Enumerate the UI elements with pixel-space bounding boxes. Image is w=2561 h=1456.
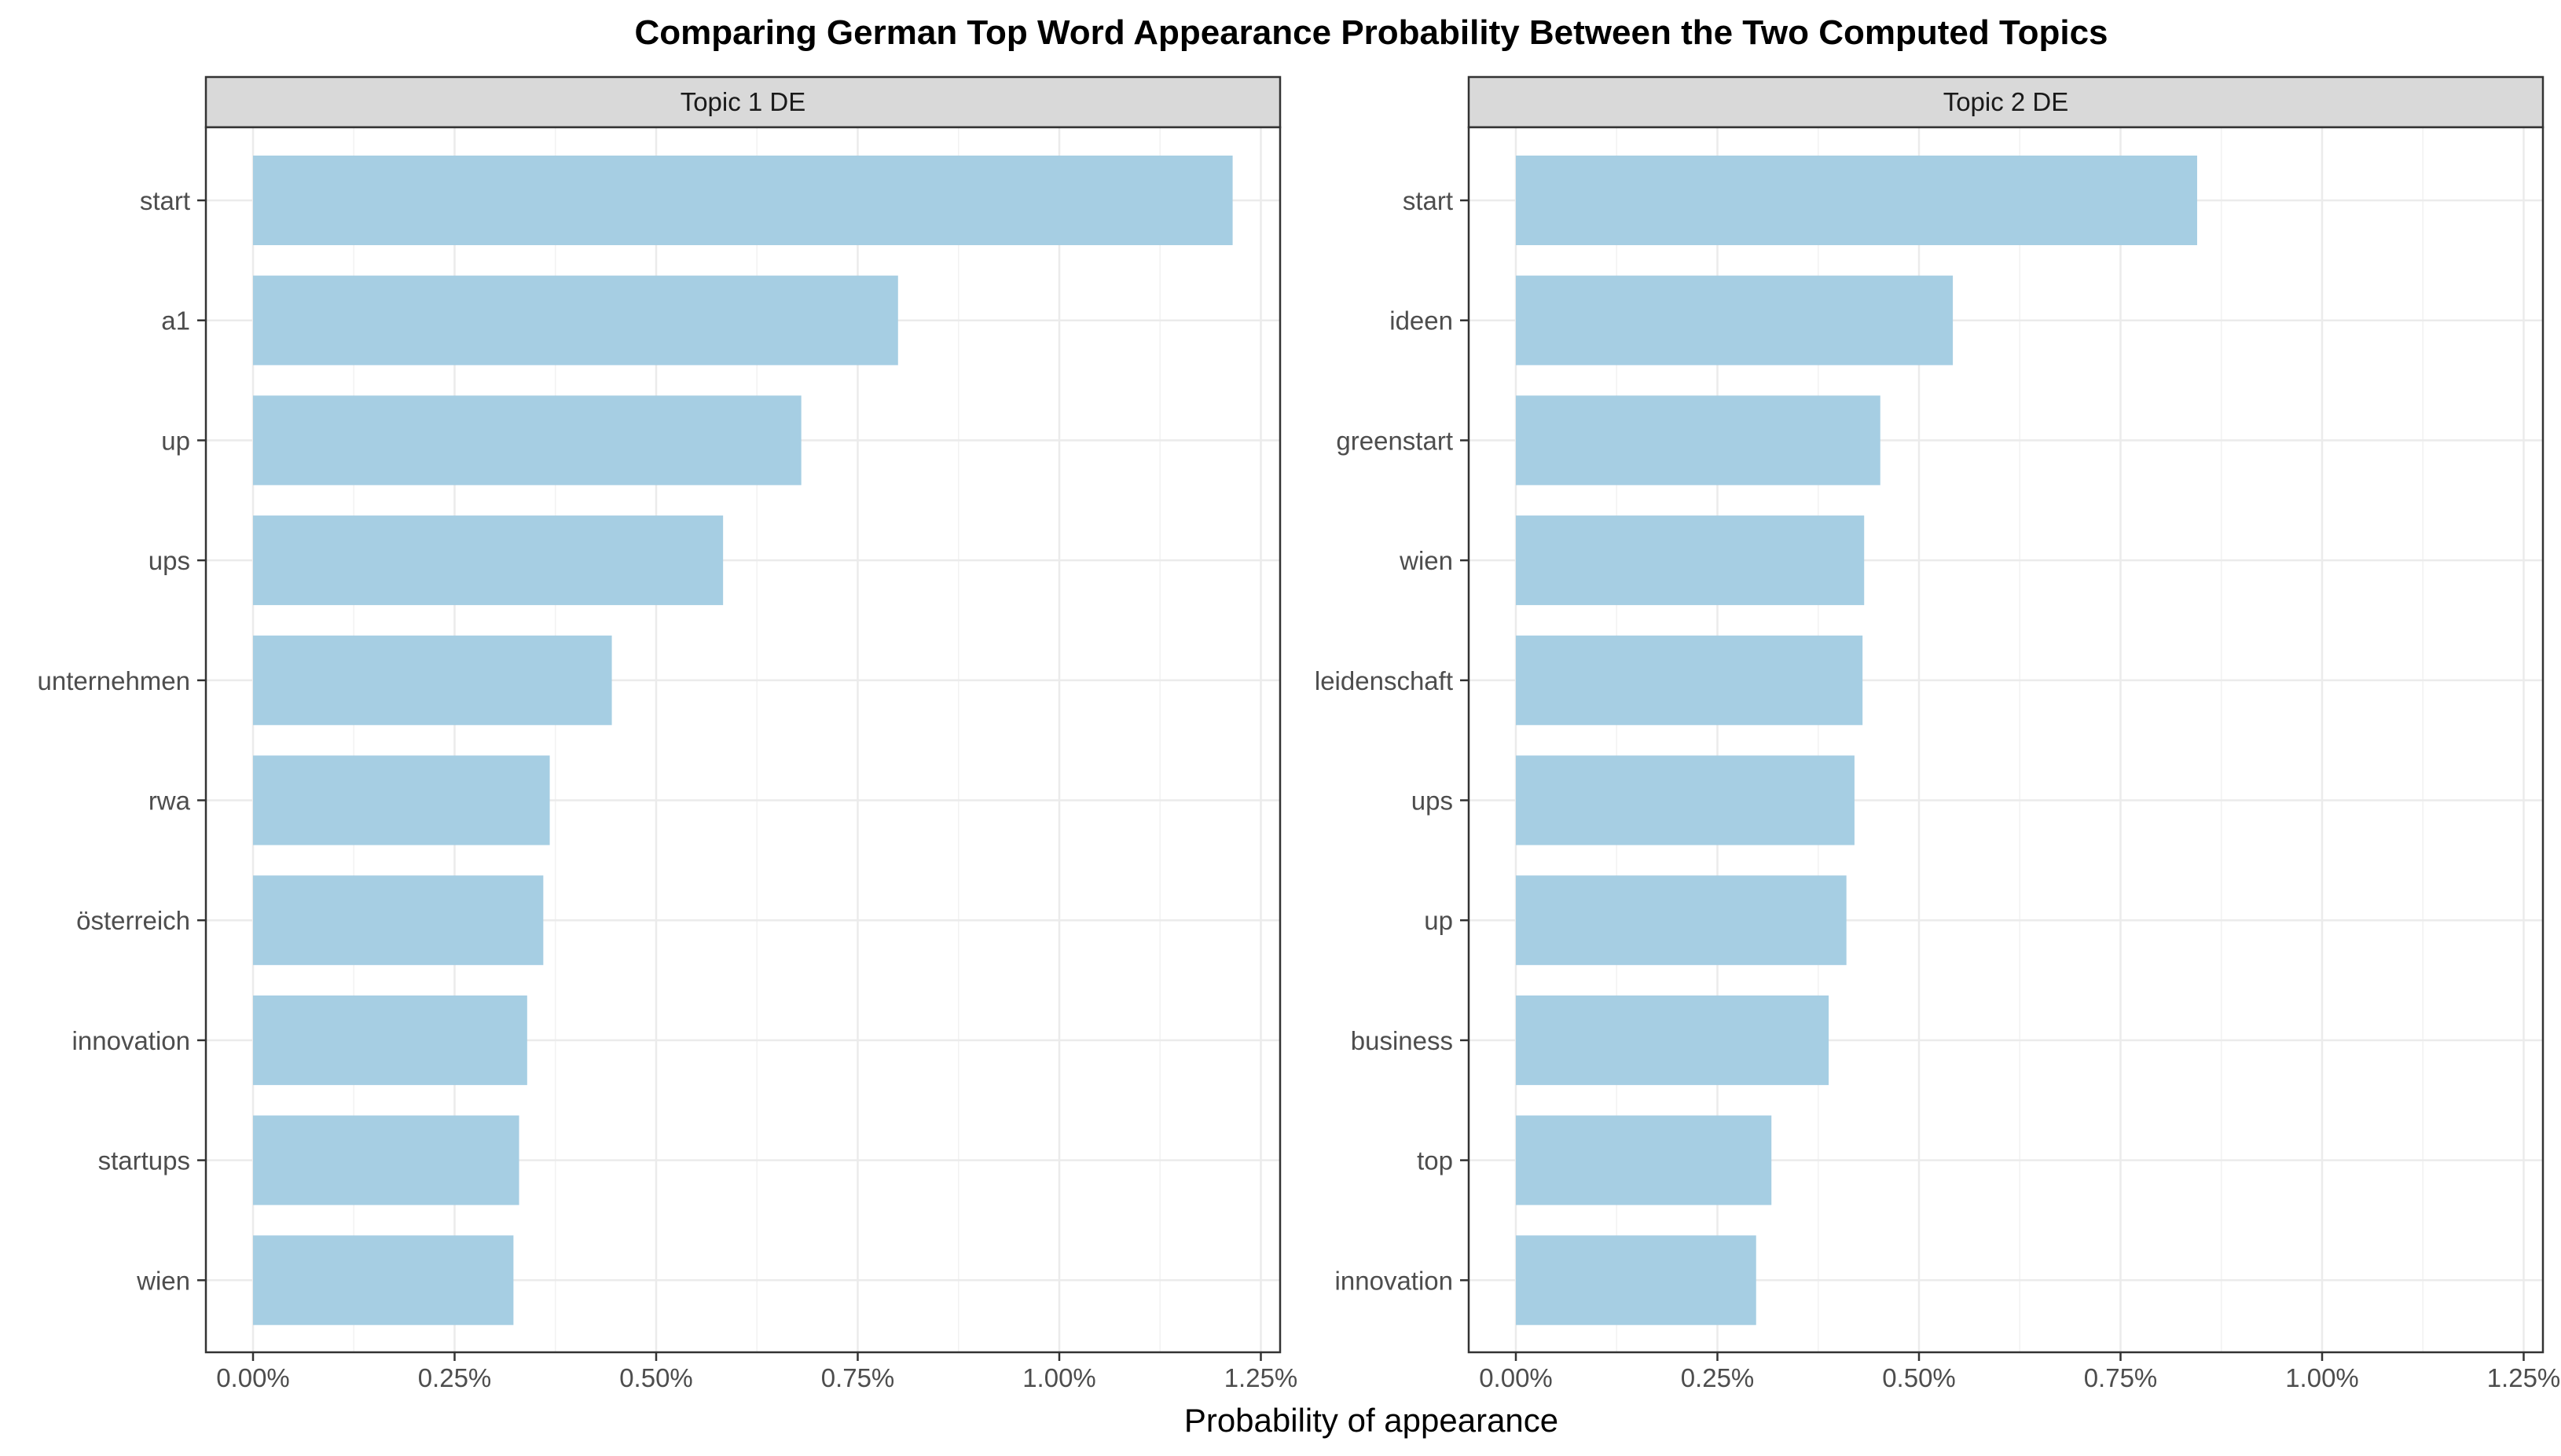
facet-panel-1: Topic 1 DE start a1 up ups unternehmen rwa öst… (38, 75, 1297, 1392)
bar (1516, 875, 1847, 966)
y-tick-label: wien (136, 1266, 190, 1295)
facet-strip-label-1: Topic 1 DE (681, 87, 806, 116)
bar (253, 395, 802, 486)
panel-border-1 (204, 126, 1282, 1354)
bar (253, 995, 527, 1085)
y-tick-label: up (161, 426, 190, 455)
bar (1516, 755, 1855, 845)
y-tick-label: up (1424, 906, 1453, 935)
y-tick-label: leidenschaft (1315, 666, 1453, 695)
x-tick-label: 1.00% (1022, 1363, 1096, 1392)
bar (253, 875, 544, 966)
y-tick-label: unternehmen (38, 666, 190, 695)
y-tick-label: a1 (161, 306, 190, 336)
facet-strip-2 (1467, 75, 2544, 129)
x-tick-label: 0.75% (821, 1363, 895, 1392)
x-tick-label: 0.50% (1882, 1363, 1956, 1392)
facet-panel-2: Topic 2 DE start ideen greenstart wien leide… (1315, 75, 2560, 1392)
x-tick-label: 1.00% (2285, 1363, 2359, 1392)
y-tick-label: greenstart (1336, 426, 1453, 455)
y-tick-label: startups (98, 1146, 190, 1175)
x-tick-label: 0.00% (216, 1363, 290, 1392)
x-axis-title: Probability of appearance (1184, 1402, 1558, 1439)
x-tick-label: 0.25% (1681, 1363, 1755, 1392)
y-tick-label: business (1351, 1026, 1453, 1055)
facet-strip-1 (204, 75, 1282, 129)
y-tick-label: wien (1399, 546, 1453, 575)
y-tick-label: start (140, 186, 190, 215)
facet-strip-label-2: Topic 2 DE (1943, 87, 2069, 116)
x-tick-label: 0.25% (418, 1363, 492, 1392)
x-tick-label: 0.00% (1479, 1363, 1553, 1392)
bar (1516, 635, 1863, 725)
x-tick-label: 1.25% (2487, 1363, 2561, 1392)
bar (1516, 1115, 1772, 1205)
x-axis-2: 0.00% 0.25% 0.50% 0.75% 1.00% 1.25% (1479, 1352, 2560, 1392)
x-axis-1: 0.00% 0.25% 0.50% 0.75% 1.00% 1.25% (216, 1352, 1297, 1392)
bar (1516, 156, 2197, 245)
x-tick-label: 0.75% (2084, 1363, 2158, 1392)
chart-title: Comparing German Top Word Appearance Pro… (634, 13, 2108, 52)
bar (253, 635, 612, 725)
y-tick-label: ups (149, 546, 190, 575)
bars-2 (1516, 156, 2197, 1326)
y-tick-label: start (1403, 186, 1453, 215)
y-axis-1: start a1 up ups unternehmen rwa österreich inno… (38, 186, 206, 1295)
y-tick-label: österreich (76, 906, 190, 935)
bar (1516, 275, 1954, 365)
bar (253, 755, 550, 845)
y-tick-label: ups (1411, 787, 1453, 816)
bars-1 (253, 156, 1233, 1326)
bar (253, 1235, 514, 1326)
bar (253, 1115, 519, 1205)
y-tick-label: innovation (1335, 1266, 1453, 1295)
y-tick-label: top (1417, 1146, 1453, 1175)
panel-border-2 (1467, 126, 2544, 1354)
y-tick-label: innovation (72, 1026, 190, 1055)
bar (253, 515, 724, 606)
bar (1516, 515, 1865, 606)
bar (1516, 1235, 1756, 1326)
y-tick-label: rwa (149, 787, 191, 816)
bar (1516, 395, 1880, 486)
bar (253, 275, 898, 365)
y-axis-2: start ideen greenstart wien leidenschaft ups u… (1315, 186, 1469, 1295)
x-tick-label: 1.25% (1224, 1363, 1298, 1392)
x-tick-label: 0.50% (619, 1363, 693, 1392)
y-tick-label: ideen (1389, 306, 1453, 336)
bar (253, 156, 1233, 245)
bar (1516, 995, 1829, 1085)
